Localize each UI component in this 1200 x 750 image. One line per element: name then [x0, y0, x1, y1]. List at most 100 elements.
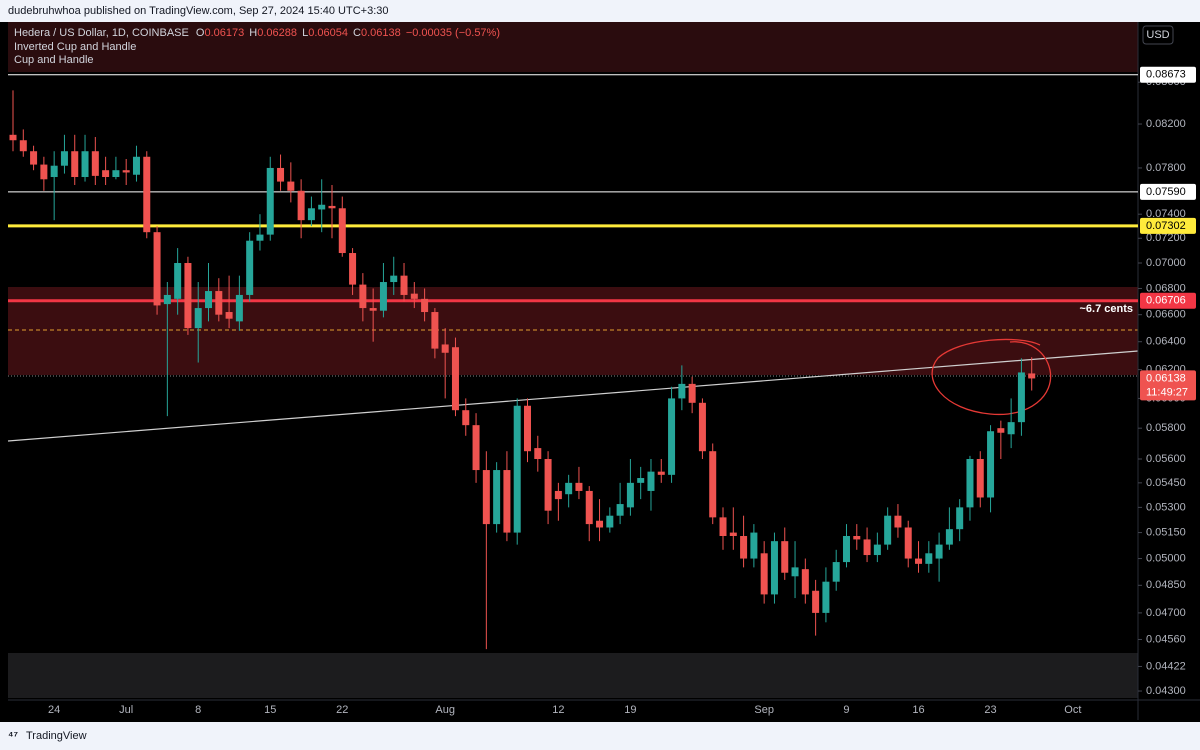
ohlc-label: O: [196, 27, 205, 39]
x-tick-label: 19: [624, 704, 636, 716]
candle-body: [801, 569, 809, 595]
candle-body: [832, 562, 840, 582]
candle-body: [616, 504, 624, 516]
y-tick-label: 0.07400: [1146, 208, 1186, 220]
candle-body: [997, 428, 1005, 433]
legend-row: Hedera / US Dollar, 1D, COINBASE O0.0617…: [14, 27, 500, 39]
trend-line: [7, 350, 1139, 442]
x-tick-label: Aug: [435, 704, 455, 716]
candle-body: [235, 294, 243, 322]
candle-body: [390, 275, 398, 283]
candle-body: [863, 539, 871, 556]
candle-body: [297, 190, 305, 221]
candle-body: [524, 405, 531, 452]
candle-body: [719, 517, 727, 537]
x-tick-label: 8: [195, 704, 201, 716]
candle-body: [945, 529, 953, 545]
candle-body: [246, 240, 254, 295]
candle-body: [698, 402, 706, 452]
candle-body: [688, 383, 696, 403]
x-tick-label: 15: [264, 704, 276, 716]
candle-body: [400, 275, 408, 295]
price-box: [1140, 370, 1196, 401]
candle-body: [9, 134, 17, 141]
candle-body: [266, 167, 274, 235]
candle-body: [1028, 373, 1036, 379]
currency[interactable]: USD: [1146, 29, 1169, 41]
level-box: [1140, 66, 1196, 83]
candle-body: [19, 140, 27, 152]
high-value: 0.06288: [257, 27, 297, 39]
candle-body: [441, 344, 449, 353]
level-label: 0.06706: [1146, 295, 1186, 307]
candle-body: [791, 567, 799, 577]
candle-body: [925, 553, 933, 564]
y-tick-label: 0.05800: [1146, 422, 1186, 434]
candle-body: [338, 208, 346, 254]
candle-body: [647, 471, 655, 491]
candle-body: [987, 431, 995, 498]
symbol: Hedera / US Dollar, 1D, COINBASE: [14, 27, 189, 39]
candle-body: [91, 151, 99, 176]
candle-body: [307, 208, 315, 221]
candle-body: [1017, 372, 1025, 423]
x-tick-label: 16: [912, 704, 924, 716]
candle-body: [40, 164, 48, 180]
y-tick-label: 0.07800: [1146, 162, 1186, 174]
candle-body: [873, 544, 881, 556]
countdown: 11:49:27: [1146, 386, 1188, 398]
candle-body: [894, 515, 902, 528]
candle-body: [30, 151, 38, 165]
brand-logo: ⁴⁷: [8, 730, 18, 742]
level-label: 0.08673: [1146, 69, 1186, 81]
candle-body: [421, 298, 429, 313]
candle-body: [482, 470, 490, 525]
candle-body: [781, 541, 789, 573]
candle-body: [976, 459, 984, 498]
y-tick-label: 0.07200: [1146, 232, 1186, 244]
candle-body: [81, 151, 89, 178]
candle-body: [668, 398, 676, 475]
candle-body: [904, 527, 912, 559]
candle-body: [102, 170, 110, 178]
candle-body: [379, 282, 387, 311]
candle-body: [575, 482, 583, 491]
currency-button[interactable]: [1142, 25, 1174, 45]
y-tick-label: 0.04560: [1146, 633, 1186, 645]
candle-body: [493, 470, 501, 525]
low-value: 0.06054: [308, 27, 348, 39]
candle-body: [359, 284, 367, 309]
y-tick-label: 0.04700: [1146, 607, 1186, 619]
indicator: Cup and Handle: [14, 54, 94, 66]
level-box: [1140, 292, 1196, 309]
y-tick-label: 0.05600: [1146, 453, 1186, 465]
y-tick-label: 0.05300: [1146, 501, 1186, 513]
candle-body: [431, 312, 439, 349]
candle-body: [822, 581, 830, 613]
y-tick-label: 0.06600: [1146, 309, 1186, 321]
y-tick-label: 0.06400: [1146, 336, 1186, 348]
candle-body: [544, 459, 552, 511]
candle-body: [122, 170, 130, 173]
ohlc-label: C: [353, 27, 361, 39]
candle-body: [277, 167, 285, 182]
candle-body: [884, 515, 892, 545]
candle-body: [462, 410, 470, 426]
candle-body: [812, 590, 820, 613]
circle-annotation: [931, 338, 1052, 416]
candle-body: [205, 291, 213, 309]
y-tick-label: 0.07000: [1146, 257, 1186, 269]
annotation: ~6.7 cents: [1079, 303, 1133, 315]
candle-body: [256, 234, 264, 241]
candle-body: [328, 205, 336, 209]
level-label: 0.07302: [1146, 220, 1186, 232]
candle-body: [966, 459, 974, 508]
candle-body: [132, 156, 140, 175]
top-zone: [8, 22, 1138, 72]
y-tick-label: 0.04422: [1146, 660, 1186, 672]
candle-body: [472, 425, 480, 471]
candle-body: [596, 520, 604, 528]
candle-body: [287, 181, 295, 191]
candle-body: [60, 151, 68, 166]
